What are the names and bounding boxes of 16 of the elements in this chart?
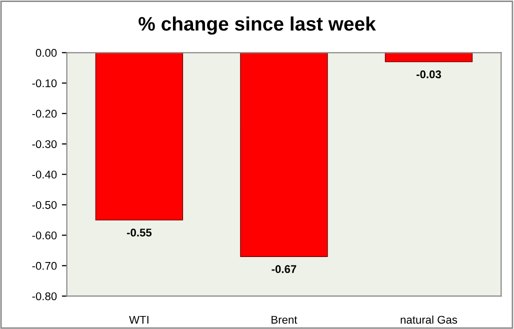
chart-title: % change since last week: [138, 16, 376, 35]
data-label: -0.03: [416, 70, 442, 78]
x-tick-label: WTI: [129, 316, 148, 324]
data-label: -0.67: [272, 265, 296, 274]
y-tick-label: 0.00: [36, 48, 57, 57]
y-tick-label: -0.50: [32, 201, 57, 209]
y-tick-label: -0.40: [32, 170, 57, 179]
y-tick-label: -0.10: [32, 79, 57, 88]
y-tick-label: -0.30: [32, 140, 57, 148]
x-tick-label: natural Gas: [400, 316, 458, 324]
y-tick-label: -0.20: [32, 110, 57, 118]
y-tick-label: -0.80: [32, 292, 57, 300]
y-tick-label: -0.60: [32, 232, 57, 240]
y-tick-label: -0.70: [32, 262, 57, 270]
data-label: -0.55: [126, 228, 152, 237]
x-tick-label: Brent: [272, 316, 298, 324]
